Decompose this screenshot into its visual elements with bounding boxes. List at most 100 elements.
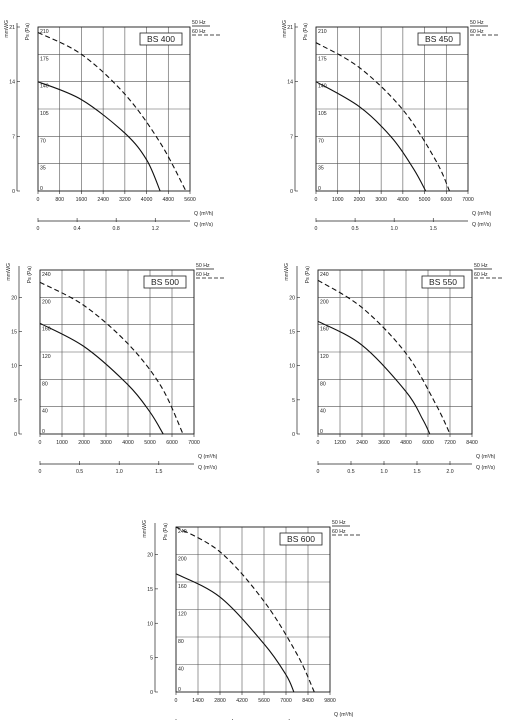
y-tick-label: 40 (320, 409, 326, 415)
legend-50hz: 50 Hz (332, 520, 346, 526)
plot-frame (37, 26, 191, 192)
mmwg-tick-label: 15 (11, 330, 17, 336)
legend-60hz: 60 Hz (192, 29, 206, 35)
plot-frame (175, 526, 331, 693)
y-tick-label: 0 (318, 186, 321, 192)
curve-50hz (37, 81, 161, 192)
plot-frame (317, 269, 473, 435)
x2-tick-label: 0 (39, 469, 42, 475)
x2-axis-label: Q (m³/s) (198, 465, 217, 471)
x-tick-label: 7000 (280, 698, 292, 704)
x2-tick-label: 0.5 (351, 226, 358, 232)
x2-tick-label: 1.0 (391, 226, 398, 232)
y-tick-label: 120 (42, 354, 51, 360)
x2-tick-label: 0.5 (347, 469, 354, 475)
mmwg-axis-label: mmWG (282, 20, 288, 38)
legend-60hz: 60 Hz (196, 272, 210, 278)
y-tick-label: 240 (178, 529, 187, 535)
legend-60hz: 60 Hz (474, 272, 488, 278)
chart-title: BS 550 (429, 277, 457, 287)
y-tick-label: 0 (320, 429, 323, 435)
x2-tick-label: 1.0 (380, 469, 387, 475)
x-tick-label: 1400 (192, 698, 204, 704)
y-tick-label: 210 (318, 29, 327, 35)
x2-tick-label: 1.2 (152, 226, 159, 232)
x-tick-label: 9800 (324, 698, 336, 704)
y-tick-label: 40 (178, 667, 184, 673)
y-tick-label: 160 (320, 327, 329, 333)
title-box (279, 532, 323, 546)
title-box (143, 275, 187, 289)
y-tick-label: 40 (42, 409, 48, 415)
mmwg-axis-label: mmWG (4, 20, 10, 38)
mmwg-tick-label: 0 (12, 189, 15, 195)
y-tick-label: 70 (40, 138, 46, 144)
x-axis-label: Q (m³/h) (334, 712, 354, 718)
curve-60hz (315, 42, 451, 192)
x2-tick-label: 0.4 (73, 226, 80, 232)
chart-panel: 0 40 80 120 160 200 240 0 5 10 15 20 Ps (Pa) mmWG 0 100… (6, 263, 224, 475)
y-tick-label: 105 (40, 111, 49, 117)
x2-axis-label: Q (m³/s) (476, 465, 495, 471)
chart-panel: 0 35 70 105 140 175 210 0 7 14 21 Ps (Pa) mmWG 0 800 16… (4, 20, 220, 232)
mmwg-axis-label: mmWG (142, 520, 148, 538)
mmwg-tick-label: 21 (9, 25, 15, 31)
curve-50hz (175, 573, 295, 693)
x-tick-label: 5600 (184, 197, 196, 203)
curve-60hz (175, 526, 315, 693)
curve-50hz (39, 322, 164, 435)
pa-axis-label: Ps (Pa) (27, 266, 33, 284)
x-tick-label: 0 (317, 440, 320, 446)
x-axis-label: Q (m³/h) (476, 454, 496, 460)
x2-tick-label: 1.5 (430, 226, 437, 232)
curve-50hz (315, 81, 427, 192)
x-tick-label: 4000 (122, 440, 134, 446)
x-tick-label: 5000 (144, 440, 156, 446)
x-tick-label: 0 (315, 197, 318, 203)
x-tick-label: 7000 (188, 440, 200, 446)
y-tick-label: 140 (318, 84, 327, 90)
x-tick-label: 4200 (236, 698, 248, 704)
x2-axis-label: Q (m³/s) (472, 222, 491, 228)
mmwg-tick-label: 10 (289, 364, 295, 370)
plot-frame (315, 26, 469, 192)
x-tick-label: 8400 (302, 698, 314, 704)
y-tick-label: 160 (178, 584, 187, 590)
mmwg-tick-label: 20 (11, 295, 17, 301)
x2-tick-label: 0 (37, 226, 40, 232)
y-tick-label: 0 (42, 429, 45, 435)
x-tick-label: 1000 (332, 197, 344, 203)
mmwg-tick-label: 0 (292, 432, 295, 438)
mmwg-tick-label: 21 (287, 25, 293, 31)
x-tick-label: 3000 (100, 440, 112, 446)
x-tick-label: 3600 (378, 440, 390, 446)
legend-60hz: 60 Hz (470, 29, 484, 35)
y-tick-label: 175 (40, 56, 49, 62)
x-tick-label: 4800 (400, 440, 412, 446)
chart-title: BS 600 (287, 534, 315, 544)
y-tick-label: 105 (318, 111, 327, 117)
title-box (421, 275, 465, 289)
x-tick-label: 4800 (163, 197, 175, 203)
mmwg-tick-label: 20 (147, 553, 153, 559)
x-tick-label: 3200 (119, 197, 131, 203)
mmwg-tick-label: 14 (9, 80, 15, 86)
mmwg-tick-label: 5 (14, 398, 17, 404)
mmwg-tick-label: 20 (289, 295, 295, 301)
mmwg-tick-label: 5 (292, 398, 295, 404)
x-tick-label: 4000 (141, 197, 153, 203)
x2-tick-label: 0 (317, 469, 320, 475)
y-tick-label: 240 (42, 272, 51, 278)
x-tick-label: 6000 (441, 197, 453, 203)
y-tick-label: 80 (320, 381, 326, 387)
x2-tick-label: 0.5 (76, 469, 83, 475)
mmwg-tick-label: 7 (12, 134, 15, 140)
x-tick-label: 0 (37, 197, 40, 203)
x2-tick-label: 2.0 (446, 469, 453, 475)
y-tick-label: 200 (42, 299, 51, 305)
title-box (417, 32, 461, 46)
y-tick-label: 160 (42, 327, 51, 333)
chart-panel: 0 35 70 105 140 175 210 0 7 14 21 Ps (Pa) mmWG 0 1000 2… (282, 20, 498, 232)
